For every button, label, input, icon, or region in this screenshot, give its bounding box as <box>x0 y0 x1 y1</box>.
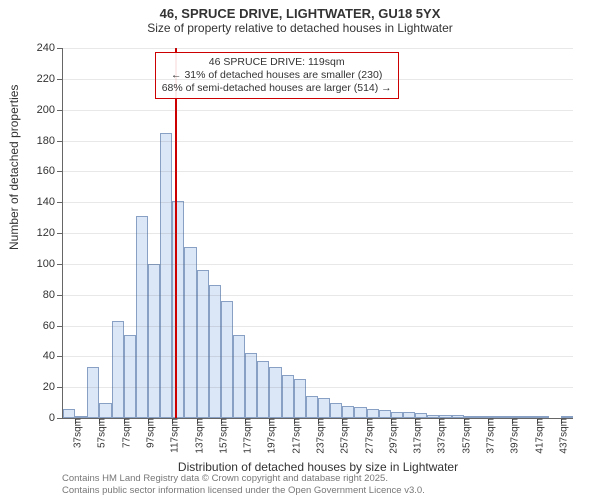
gridline <box>63 233 573 234</box>
chart-subtitle: Size of property relative to detached ho… <box>0 21 600 39</box>
x-tick-label: 337sqm <box>431 418 448 454</box>
bar <box>342 406 354 418</box>
x-tick-label: 197sqm <box>261 418 278 454</box>
bar <box>99 403 111 418</box>
x-tick-label: 317sqm <box>407 418 424 454</box>
footer-line1: Contains HM Land Registry data © Crown c… <box>62 473 425 484</box>
y-tick-label: 20 <box>43 381 63 393</box>
x-tick-label: 157sqm <box>212 418 229 454</box>
x-tick-label: 377sqm <box>480 418 497 454</box>
bar <box>148 264 160 418</box>
gridline <box>63 202 573 203</box>
bar <box>245 353 257 418</box>
x-tick-label: 437sqm <box>552 418 569 454</box>
y-tick-label: 80 <box>43 289 63 301</box>
x-tick-label: 257sqm <box>334 418 351 454</box>
y-tick-label: 180 <box>37 135 63 147</box>
bar <box>63 409 75 418</box>
annotation-line1: 46 SPRUCE DRIVE: 119sqm <box>162 56 392 69</box>
x-tick-label: 417sqm <box>528 418 545 454</box>
y-tick-label: 60 <box>43 320 63 332</box>
gridline <box>63 356 573 357</box>
chart-title: 46, SPRUCE DRIVE, LIGHTWATER, GU18 5YX <box>0 0 600 21</box>
plot-area: 46 SPRUCE DRIVE: 119sqm ← 31% of detache… <box>62 48 573 419</box>
bar <box>160 133 172 418</box>
y-tick-label: 220 <box>37 73 63 85</box>
bar <box>124 335 136 418</box>
x-tick-label: 137sqm <box>188 418 205 454</box>
x-tick-label: 217sqm <box>285 418 302 454</box>
annotation-box: 46 SPRUCE DRIVE: 119sqm ← 31% of detache… <box>155 52 399 99</box>
annotation-line3: 68% of semi-detached houses are larger (… <box>162 82 392 95</box>
gridline <box>63 48 573 49</box>
bar <box>209 285 221 418</box>
gridline <box>63 387 573 388</box>
x-tick-label: 97sqm <box>140 418 157 448</box>
x-tick-label: 297sqm <box>382 418 399 454</box>
y-tick-label: 140 <box>37 196 63 208</box>
y-tick-label: 240 <box>37 42 63 54</box>
y-tick-label: 120 <box>37 227 63 239</box>
y-tick-label: 160 <box>37 165 63 177</box>
gridline <box>63 141 573 142</box>
x-tick-label: 57sqm <box>91 418 108 448</box>
bar <box>197 270 209 418</box>
y-tick-label: 100 <box>37 258 63 270</box>
bar <box>354 407 366 418</box>
bar <box>184 247 196 418</box>
bar <box>221 301 233 418</box>
bar <box>87 367 99 418</box>
x-tick-label: 177sqm <box>237 418 254 454</box>
bar <box>330 403 342 418</box>
y-axis-label: Number of detached properties <box>7 85 21 250</box>
bar <box>269 367 281 418</box>
gridline <box>63 264 573 265</box>
annotation-line2: ← 31% of detached houses are smaller (23… <box>162 69 392 82</box>
bar <box>257 361 269 418</box>
bar <box>112 321 124 418</box>
x-tick-label: 37sqm <box>67 418 84 448</box>
bar <box>294 379 306 418</box>
bar <box>367 409 379 418</box>
y-tick-label: 0 <box>49 412 63 424</box>
footer-line2: Contains public sector information licen… <box>62 485 425 496</box>
y-tick-label: 200 <box>37 104 63 116</box>
x-tick-label: 117sqm <box>164 418 181 453</box>
bar <box>233 335 245 418</box>
x-tick-label: 77sqm <box>115 418 132 448</box>
x-tick-label: 397sqm <box>504 418 521 454</box>
x-tick-label: 237sqm <box>310 418 327 454</box>
x-tick-label: 357sqm <box>455 418 472 454</box>
gridline <box>63 79 573 80</box>
bar <box>379 410 391 418</box>
gridline <box>63 171 573 172</box>
bar <box>282 375 294 418</box>
y-tick-label: 40 <box>43 350 63 362</box>
chart-container: 46, SPRUCE DRIVE, LIGHTWATER, GU18 5YX S… <box>0 0 600 500</box>
gridline <box>63 295 573 296</box>
x-tick-label: 277sqm <box>358 418 375 454</box>
bar <box>306 396 318 418</box>
gridline <box>63 110 573 111</box>
bar <box>318 398 330 418</box>
footer: Contains HM Land Registry data © Crown c… <box>62 473 425 496</box>
gridline <box>63 326 573 327</box>
